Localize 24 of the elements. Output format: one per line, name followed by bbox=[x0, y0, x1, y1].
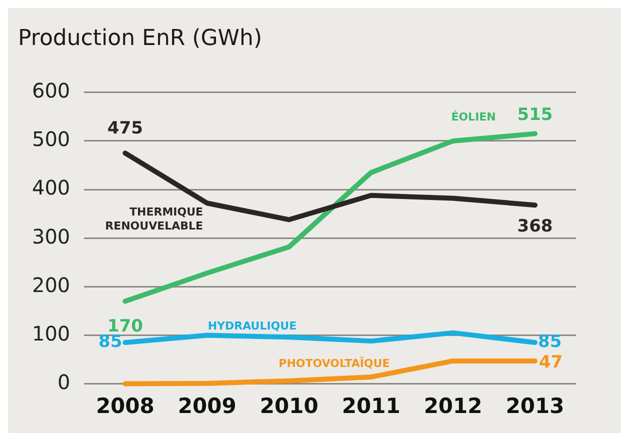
data-label: 47 bbox=[539, 352, 563, 372]
x-tick-label: 2009 bbox=[178, 394, 236, 418]
data-label: 475 bbox=[107, 118, 143, 139]
x-tick-label: 2008 bbox=[96, 394, 154, 418]
series-label: ÉOLIEN bbox=[451, 110, 496, 124]
y-tick-label: 400 bbox=[32, 176, 70, 200]
y-tick-label: 300 bbox=[32, 224, 70, 248]
chart-title: Production EnR (GWh) bbox=[18, 26, 262, 51]
y-tick-label: 600 bbox=[32, 78, 70, 103]
y-tick-label: 500 bbox=[32, 127, 70, 152]
data-label: 85 bbox=[98, 332, 122, 352]
series-label: PHOTOVOLTAÏQUE bbox=[278, 356, 390, 370]
data-label: 85 bbox=[538, 332, 562, 352]
y-tick-label: 100 bbox=[32, 321, 70, 346]
data-label: 368 bbox=[517, 216, 553, 236]
x-tick-label: 2013 bbox=[506, 394, 564, 418]
x-tick-label: 2010 bbox=[260, 394, 318, 418]
y-tick-label: 0 bbox=[57, 370, 70, 394]
x-tick-label: 2011 bbox=[342, 394, 400, 418]
series-label: THERMIQUE RENOUVELABLE bbox=[105, 206, 204, 233]
series-label: HYDRAULIQUE bbox=[208, 319, 297, 332]
y-tick-label: 200 bbox=[32, 272, 70, 297]
x-tick-label: 2012 bbox=[424, 394, 482, 418]
data-label: 515 bbox=[517, 105, 553, 126]
